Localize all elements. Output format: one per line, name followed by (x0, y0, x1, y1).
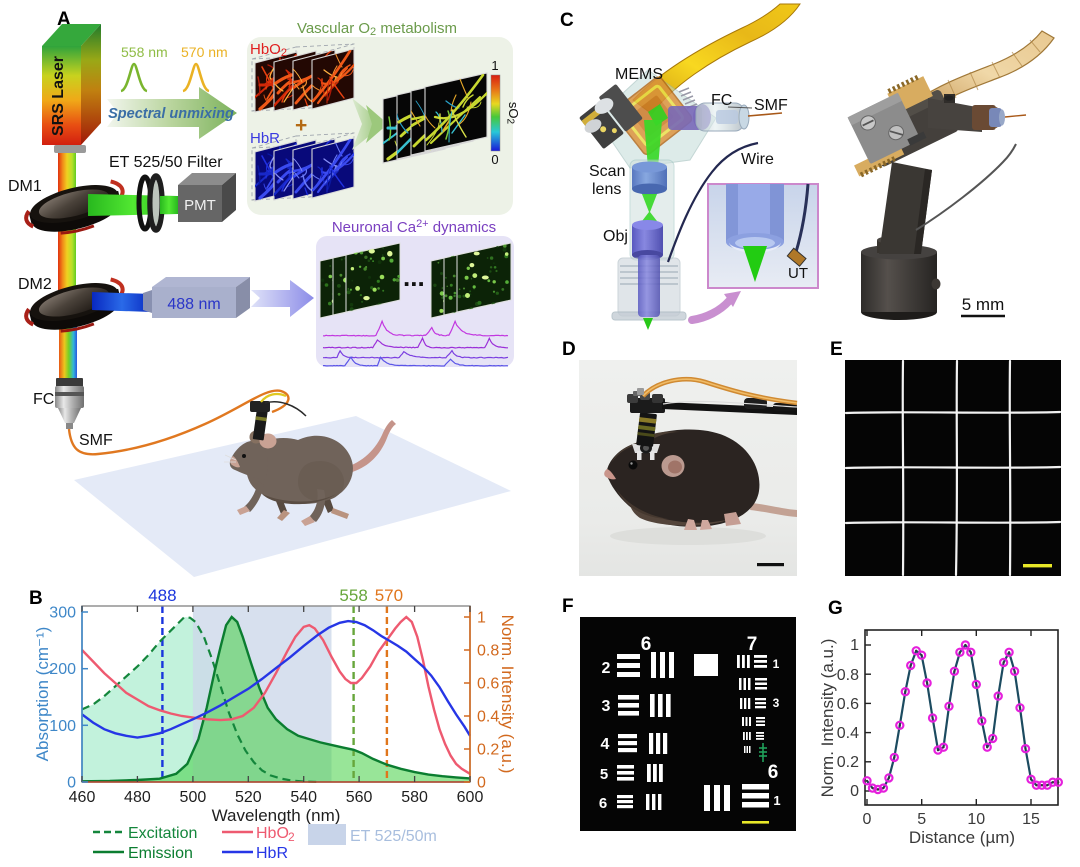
svg-text:Vascular O2 metabolism: Vascular O2 metabolism (297, 20, 457, 38)
svg-text:558 nm: 558 nm (121, 44, 168, 60)
svg-text:B: B (29, 588, 43, 609)
svg-text:Norm. Intensity (a.u.): Norm. Intensity (a.u.) (498, 615, 517, 774)
svg-text:0.2: 0.2 (477, 742, 499, 759)
svg-text:2: 2 (288, 830, 295, 844)
svg-text:Emission: Emission (128, 845, 193, 862)
svg-text:0.2: 0.2 (837, 754, 859, 771)
svg-text:570: 570 (375, 586, 403, 605)
svg-text:7: 7 (747, 634, 758, 655)
svg-text:0: 0 (491, 152, 498, 167)
svg-text:1: 1 (773, 657, 780, 671)
svg-text:ET 525/50m: ET 525/50m (350, 828, 437, 845)
svg-text:540: 540 (290, 789, 317, 806)
svg-text:100: 100 (49, 718, 76, 735)
svg-text:1: 1 (477, 610, 486, 627)
svg-text:E: E (830, 339, 843, 360)
svg-text:3: 3 (602, 698, 611, 715)
svg-text:4: 4 (601, 736, 610, 753)
svg-text:0: 0 (67, 775, 76, 792)
svg-text:0.8: 0.8 (837, 667, 859, 684)
svg-text:0.8: 0.8 (477, 643, 499, 660)
svg-text:1: 1 (491, 58, 498, 73)
svg-text:6: 6 (599, 795, 607, 812)
svg-text:Spectral unmixing: Spectral unmixing (108, 106, 234, 122)
svg-text:Obj: Obj (603, 228, 628, 245)
svg-text:UT: UT (788, 265, 808, 282)
svg-text:570 nm: 570 nm (181, 44, 228, 60)
svg-text:sO2: sO2 (505, 102, 522, 125)
svg-text:6: 6 (641, 634, 652, 655)
svg-text:HbR: HbR (250, 130, 280, 147)
svg-text:1: 1 (850, 637, 859, 654)
svg-text:PMT: PMT (184, 197, 216, 214)
svg-text:460: 460 (69, 789, 96, 806)
svg-text:DM1: DM1 (8, 178, 42, 195)
svg-text:ET 525/50 Filter: ET 525/50 Filter (109, 154, 223, 171)
svg-text:520: 520 (235, 789, 262, 806)
svg-text:G: G (828, 598, 843, 619)
svg-text:FC: FC (33, 391, 54, 408)
svg-text:Wire: Wire (741, 151, 774, 168)
svg-text:0: 0 (850, 783, 859, 800)
svg-text:Distance (µm): Distance (µm) (909, 828, 1015, 847)
svg-text:MEMS: MEMS (615, 66, 663, 83)
svg-text:HbR: HbR (256, 845, 288, 862)
svg-text:HbO2: HbO2 (250, 41, 287, 59)
svg-text:Absorption (cm⁻¹): Absorption (cm⁻¹) (33, 627, 52, 762)
svg-text:300: 300 (49, 605, 76, 622)
svg-text:0: 0 (863, 811, 872, 828)
svg-text:...: ... (403, 262, 425, 292)
svg-text:3: 3 (773, 696, 780, 710)
svg-text:Norm. Intensity (a.u.): Norm. Intensity (a.u.) (818, 639, 837, 798)
svg-text:Neuronal Ca2+ dynamics: Neuronal Ca2+ dynamics (332, 218, 496, 236)
svg-text:0.6: 0.6 (477, 676, 499, 693)
svg-text:10: 10 (967, 811, 985, 828)
svg-text:SRS Laser: SRS Laser (50, 56, 67, 136)
svg-text:0.4: 0.4 (477, 709, 499, 726)
svg-text:5 mm: 5 mm (962, 295, 1005, 314)
svg-text:1: 1 (773, 793, 780, 808)
svg-text:Excitation: Excitation (128, 825, 197, 842)
svg-text:F: F (562, 596, 574, 617)
svg-text:FC: FC (711, 92, 732, 109)
svg-text:5: 5 (917, 811, 926, 828)
svg-text:DM2: DM2 (18, 276, 52, 293)
svg-text:488 nm: 488 nm (167, 296, 220, 313)
svg-text:+: + (295, 114, 307, 137)
svg-text:580: 580 (401, 789, 428, 806)
svg-text:Scan: Scan (589, 163, 625, 180)
svg-text:200: 200 (49, 661, 76, 678)
svg-text:600: 600 (457, 789, 484, 806)
svg-text:D: D (562, 339, 576, 360)
svg-text:lens: lens (592, 181, 621, 198)
svg-text:558: 558 (339, 586, 367, 605)
svg-text:0.4: 0.4 (837, 725, 859, 742)
svg-text:15: 15 (1022, 811, 1040, 828)
svg-text:0.6: 0.6 (837, 696, 859, 713)
svg-text:HbO: HbO (256, 825, 289, 842)
svg-text:6: 6 (768, 762, 779, 783)
svg-text:0: 0 (477, 775, 486, 792)
svg-text:488: 488 (148, 586, 176, 605)
svg-text:SMF: SMF (79, 432, 113, 449)
svg-text:C: C (560, 10, 574, 31)
svg-text:500: 500 (180, 789, 207, 806)
svg-text:2: 2 (602, 660, 611, 677)
svg-text:5: 5 (600, 766, 608, 783)
svg-text:560: 560 (346, 789, 373, 806)
svg-text:Wavelength (nm): Wavelength (nm) (212, 806, 341, 825)
svg-text:SMF: SMF (754, 97, 788, 114)
svg-text:480: 480 (124, 789, 151, 806)
